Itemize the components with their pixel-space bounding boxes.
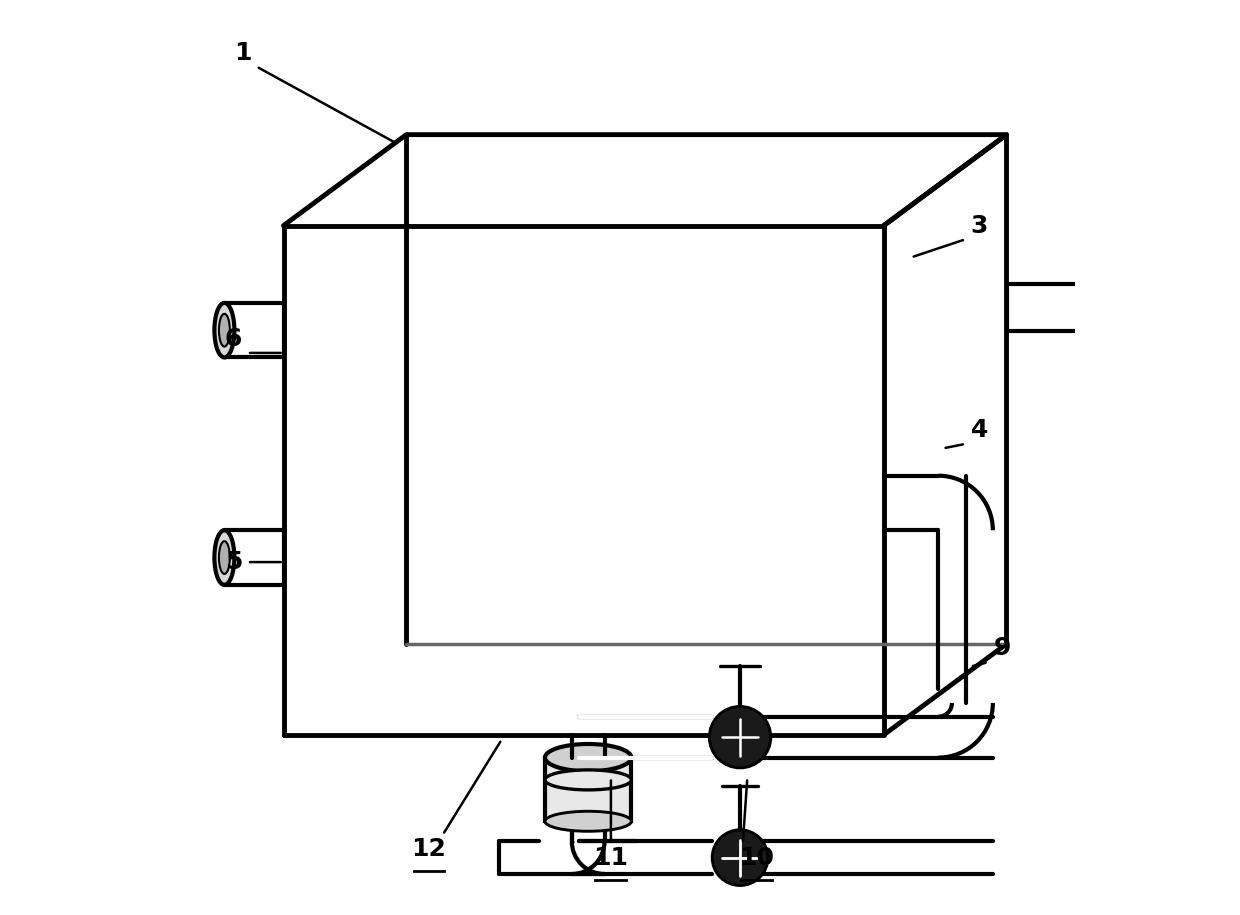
Text: 5: 5: [224, 550, 242, 574]
Ellipse shape: [544, 744, 631, 771]
Ellipse shape: [215, 531, 234, 585]
Text: 11: 11: [594, 845, 629, 869]
Ellipse shape: [1083, 293, 1094, 322]
Text: 4: 4: [971, 418, 988, 442]
Text: 12: 12: [412, 836, 446, 861]
Circle shape: [712, 830, 768, 886]
Ellipse shape: [215, 303, 234, 358]
Text: 3: 3: [971, 213, 988, 238]
Polygon shape: [544, 758, 631, 822]
Text: 9: 9: [993, 637, 1011, 661]
Circle shape: [709, 706, 771, 768]
Ellipse shape: [544, 770, 631, 790]
Ellipse shape: [1079, 284, 1099, 331]
Ellipse shape: [544, 812, 631, 832]
Text: 1: 1: [234, 41, 252, 65]
Text: 10: 10: [739, 845, 774, 869]
Text: 6: 6: [224, 328, 242, 351]
Ellipse shape: [219, 314, 229, 347]
Ellipse shape: [219, 541, 229, 574]
